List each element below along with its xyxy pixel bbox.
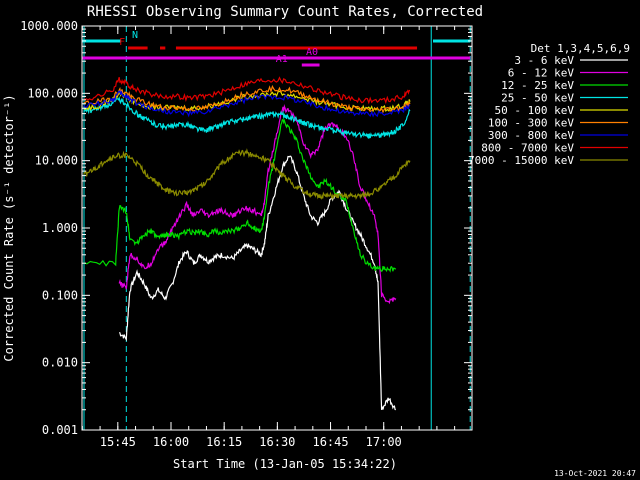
x-tick-label-4: 16:45 [312,435,348,449]
y-tick-label-3: 1.000 [42,221,78,235]
x-tick-label-2: 16:15 [206,435,242,449]
legend-label-8: 7000 - 15000 keV [468,154,574,167]
legend-label-5: 100 - 300 keV [488,117,574,130]
y-tick-label-2: 10.000 [35,154,78,168]
series-line-1 [118,104,397,305]
series-line-0 [119,155,396,411]
flag-label-f: F [119,37,125,48]
series-line-7 [83,76,411,105]
axes: 1000.000 100.000 10.000 1.000 0.100 0.010 0.00… [20,19,473,449]
flag-label-a0: A0 [306,47,318,58]
y-tick-label-0: 1000.000 [20,19,78,33]
legend-label-0: 3 - 6 keV [514,54,574,67]
x-tick-label-5: 17:00 [366,435,402,449]
legend-label-4: 50 - 100 keV [495,104,575,117]
y-tick-label-5: 0.010 [42,356,78,370]
x-tick-label-1: 16:00 [153,435,189,449]
legend-label-7: 800 - 7000 keV [481,142,574,155]
flag-label-n: N [132,30,138,41]
series-line-5 [83,84,411,114]
x-axis-label: Start Time (13-Jan-05 15:34:22) [173,457,397,471]
legend-label-3: 25 - 50 keV [501,92,574,105]
series-line-8 [83,148,411,201]
series-line-6 [83,89,411,118]
y-tick-label-4: 0.100 [42,288,78,302]
y-tick-label-6: 0.001 [42,423,78,437]
flag-label-a1: A1 [276,54,288,65]
legend-label-2: 12 - 25 keV [501,79,574,92]
timestamp: 13-Oct-2021 20:47 [554,469,636,478]
chart-title: RHESSI Observing Summary Count Rates, Co… [87,4,483,20]
y-tick-label-1: 100.000 [27,86,78,100]
x-tick-label-3: 16:30 [259,435,295,449]
legend-label-1: 6 - 12 keV [508,67,575,80]
x-tick-label-0: 15:45 [100,435,136,449]
y-axis-label: Corrected Count Rate (s⁻¹ detector⁻¹) [2,94,16,361]
series-line-3 [83,95,411,139]
legend-title: Det 1,3,4,5,6,9 [531,42,630,55]
series-line-2 [83,118,397,273]
legend-label-6: 300 - 800 keV [488,129,574,142]
